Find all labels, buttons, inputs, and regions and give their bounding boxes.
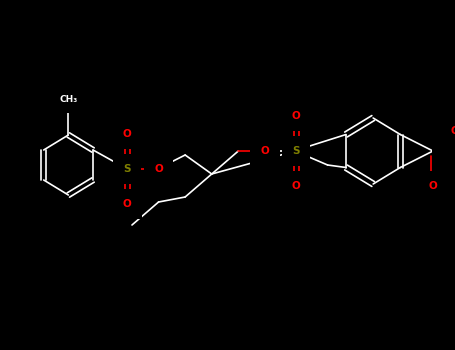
Text: O: O [154,164,163,174]
Text: O: O [292,181,301,191]
Text: CH₃: CH₃ [59,94,77,104]
Text: S: S [293,146,300,156]
Text: O: O [261,146,269,156]
Text: O: O [450,126,455,136]
Text: S: S [123,164,131,174]
Text: O: O [123,199,131,209]
Text: O: O [292,111,301,121]
Text: O: O [123,129,131,139]
Text: O: O [429,181,437,191]
